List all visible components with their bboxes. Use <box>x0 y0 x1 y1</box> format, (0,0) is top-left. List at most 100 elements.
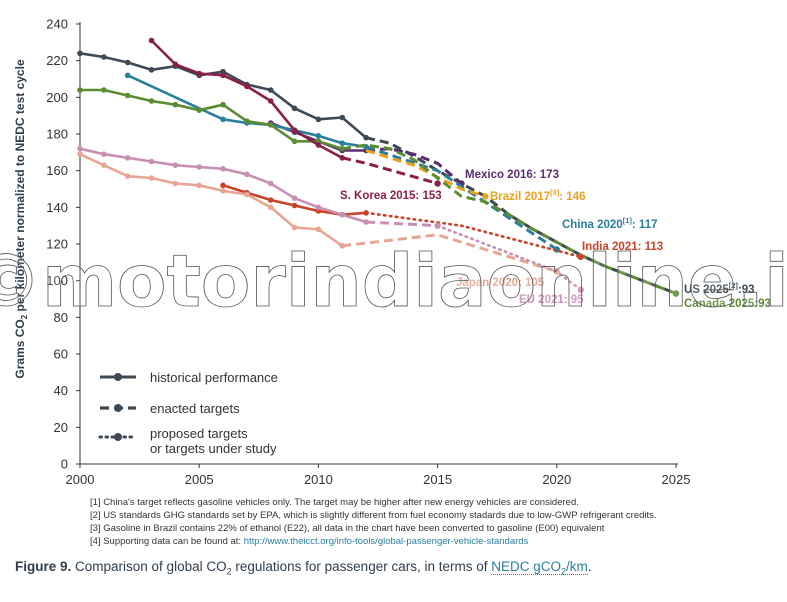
india-proposed-point <box>577 253 584 261</box>
annotation-mexico-text: Mexico 2016: 173 <box>465 169 559 181</box>
unit-link-sub: 2 <box>561 566 567 577</box>
skorea-historical-point <box>148 37 155 44</box>
chart-axes: 0 20 40 60 80 100 120 140 160 180 200 220 240 2000 200… <box>46 17 690 488</box>
us-historical-point <box>315 116 322 123</box>
us-historical-point <box>267 87 274 93</box>
y-tick-label: 40 <box>54 383 68 398</box>
annotation-china-text: China 2020 <box>562 219 623 231</box>
mexico-enacted-line <box>365 147 463 185</box>
y-tick-label: 160 <box>46 163 68 178</box>
skorea-historical-point <box>291 127 298 134</box>
canada-historical-point <box>291 138 298 145</box>
y-tick-label: 20 <box>54 420 68 435</box>
annotation-skorea-text: S. Korea 2015: 153 <box>340 190 442 202</box>
eu-historical-point <box>77 145 83 152</box>
annotation-china-sup: [1] <box>623 216 633 225</box>
canada-historical-point <box>124 92 131 99</box>
nedc-unit-link[interactable]: NEDC gCO2/km <box>491 559 588 577</box>
india-historical-point <box>267 197 274 203</box>
japan-historical-point <box>244 191 250 198</box>
skorea-historical-point <box>267 98 274 104</box>
footnote-4: [4] Supporting data can be found at: htt… <box>90 535 780 548</box>
chart: 0 20 40 60 80 100 120 140 160 180 200 220 240 2000 200… <box>0 17 787 488</box>
x-tick-label: 2025 <box>662 472 691 487</box>
footnote-4-prefix: [4] Supporting data can be found at: <box>90 536 244 547</box>
caption-end: . <box>587 559 592 574</box>
annotation-brazil-sup: [3] <box>550 188 560 197</box>
us-enacted-line <box>365 136 677 295</box>
canada-historical-point <box>101 87 107 93</box>
canada-historical-point <box>172 101 179 108</box>
unit-link-a: NEDC gCO <box>491 559 561 574</box>
x-tick-label: 2010 <box>304 472 333 487</box>
supporting-data-link[interactable]: http://www.theicct.org/info-tools/global… <box>243 536 529 547</box>
annotation-eu: EU 2021: 95 <box>519 294 584 306</box>
us-historical-point <box>124 59 131 66</box>
chart-legend: historical performance enacted targets pro… <box>98 370 278 456</box>
japan-historical-point <box>196 182 202 189</box>
annotation-us: US 2025[2]:93 <box>684 281 755 296</box>
canada-historical-point <box>148 98 155 104</box>
eu-historical-point <box>220 166 226 172</box>
japan-historical-point <box>77 151 83 157</box>
caption-text-a: Comparison of global CO <box>71 559 227 574</box>
japan-historical-line <box>79 153 343 247</box>
annotation-us-text: US 2025 <box>684 284 729 296</box>
skorea-enacted-line <box>341 156 439 185</box>
japan-historical-point <box>124 173 131 179</box>
x-tick-label: 2005 <box>185 472 214 487</box>
annotation-us-sup: [2] <box>729 281 739 290</box>
skorea-historical-point <box>196 70 202 77</box>
us-historical-point <box>291 105 298 112</box>
legend-enacted-marker <box>114 404 122 412</box>
x-tick-label: 2020 <box>542 472 571 487</box>
y-tick-label: 240 <box>46 17 68 32</box>
y-axis-label: Grams CO2 per kilometer normalized to NE… <box>13 59 29 379</box>
eu-historical-point <box>101 151 107 157</box>
caption-text-b: regulations for passenger cars, in terms… <box>231 559 492 574</box>
watermark: ©motorindiaonline.in <box>0 239 787 324</box>
us-historical-point <box>148 67 155 73</box>
y-axis-label-rest: per kilometer normalized to NEDC test cy… <box>13 59 27 315</box>
canada-historical-point <box>244 118 250 124</box>
skorea-target-point <box>434 180 441 187</box>
footnote-3: [3] Gasoline in Brazil contains 22% of e… <box>90 523 605 534</box>
y-tick-label: 140 <box>46 200 68 215</box>
annotation-canada-text: Canada 2025:93 <box>684 298 771 310</box>
annotation-canada: Canada 2025:93 <box>684 298 771 310</box>
y-tick-label: 220 <box>46 53 68 68</box>
y-tick-label: 120 <box>46 237 68 252</box>
eu-enacted-line <box>366 220 438 228</box>
japan-historical-point <box>315 226 322 233</box>
annotation-us-rest: :93 <box>738 284 755 296</box>
legend-enacted-label: enacted targets <box>150 401 240 416</box>
annotation-china-rest: : 117 <box>632 219 658 231</box>
annotation-china: China 2020[1]: 117 <box>562 216 657 231</box>
japan-historical-point <box>220 188 226 194</box>
china-historical-point <box>339 140 346 146</box>
y-tick-label: 100 <box>46 273 68 288</box>
x-tick-label: 2000 <box>66 472 95 487</box>
skorea-historical-point <box>315 142 322 148</box>
us-historical-point <box>77 50 83 57</box>
eu-historical-point <box>124 155 131 161</box>
brazil-target-point <box>482 193 489 200</box>
canada-historical-point <box>220 101 226 108</box>
footnote-1: [1] China's target reflects gasoline veh… <box>90 497 579 508</box>
eu-historical-point <box>315 204 322 211</box>
china-enacted-line <box>365 145 558 251</box>
y-axis-label-main: Grams CO <box>13 319 27 378</box>
canada-enacted-line <box>341 143 677 295</box>
canada-historical-point <box>267 122 274 128</box>
china-historical-line <box>127 74 367 149</box>
unit-link-b: /km <box>566 559 588 574</box>
legend-proposed-marker <box>114 433 122 441</box>
figure-caption: Figure 9. Comparison of global CO2 regul… <box>15 559 785 577</box>
annotation-brazil: Brazil 2017[3]: 146 <box>490 188 586 203</box>
eu-proposed-point <box>577 286 584 294</box>
legend-proposed-label-1: proposed targets <box>150 426 248 441</box>
us-historical-point <box>101 54 107 60</box>
y-tick-label: 80 <box>54 310 68 325</box>
series-japan <box>77 151 560 275</box>
annotation-brazil-text: Brazil 2017 <box>490 191 550 203</box>
